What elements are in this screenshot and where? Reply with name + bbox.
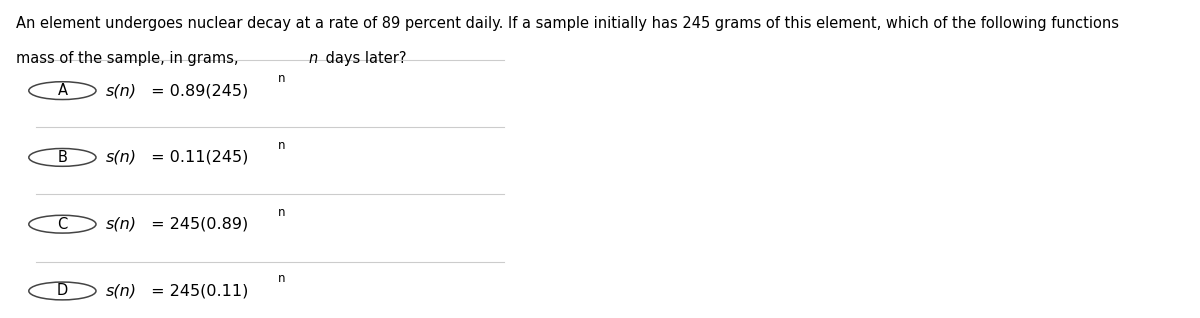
Text: n: n <box>277 206 286 218</box>
Text: s(n): s(n) <box>106 217 137 232</box>
Text: s(n): s(n) <box>106 283 137 299</box>
Text: days later?: days later? <box>320 51 406 66</box>
Text: C: C <box>58 217 67 232</box>
Text: s(n): s(n) <box>106 150 137 165</box>
Text: = 245(0.89): = 245(0.89) <box>145 217 248 232</box>
Text: B: B <box>58 150 67 165</box>
Text: An element undergoes nuclear decay at a rate of 89 percent daily. If a sample in: An element undergoes nuclear decay at a … <box>16 16 1123 31</box>
Text: D: D <box>56 283 68 299</box>
Text: n: n <box>277 72 286 85</box>
Text: n: n <box>308 51 318 66</box>
Text: n: n <box>277 273 286 285</box>
Text: = 0.89(245): = 0.89(245) <box>145 83 248 98</box>
Text: s(n): s(n) <box>106 83 137 98</box>
Text: n: n <box>277 139 286 152</box>
Text: mass of the sample, in grams,: mass of the sample, in grams, <box>16 51 242 66</box>
Text: = 0.11(245): = 0.11(245) <box>145 150 248 165</box>
Text: = 245(0.11): = 245(0.11) <box>145 283 248 299</box>
Text: A: A <box>58 83 67 98</box>
